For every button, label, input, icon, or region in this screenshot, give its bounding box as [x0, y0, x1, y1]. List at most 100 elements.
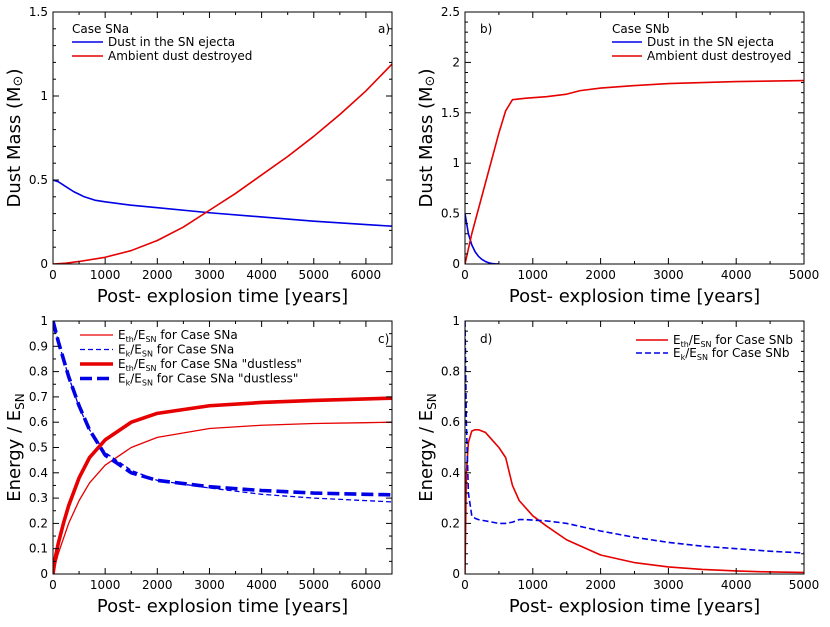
x-tick-label: 5000 [298, 578, 329, 592]
y-axis-title-main: Energy / E [416, 410, 437, 502]
y-tick-label: 1.5 [441, 106, 460, 120]
y-axis-title-main: Dust Mass (M [416, 86, 437, 207]
legend-entry-text: for Case SNa [153, 343, 234, 357]
plot-frame-a [52, 11, 393, 265]
legend-entry-text: E [118, 328, 126, 342]
x-tick-label: 4000 [721, 268, 752, 282]
panel-label: c) [378, 332, 389, 346]
legend-entry: Dust in the SN ejecta [108, 35, 235, 49]
legend-entry: Ambient dust destroyed [647, 49, 791, 63]
legend-entry-subscript: SN [145, 364, 156, 373]
legend-entry-subscript: SN [145, 335, 156, 344]
x-tick-label: 0 [49, 578, 57, 592]
y-axis-title-end: ) [416, 69, 437, 76]
series-line-c-4 [53, 321, 392, 497]
y-axis-title: Dust Mass (M⊙) [4, 69, 26, 208]
legend-entry-text: /E [134, 357, 146, 371]
legend-entry-text: E [118, 357, 126, 371]
legend-entry: Eth/ESN for Case SNa "dustless" [118, 357, 302, 373]
y-tick-label: 2 [452, 55, 460, 69]
y-tick-label: 0.6 [29, 415, 48, 429]
series-line-a-1 [53, 179, 392, 227]
y-tick-label: 0 [40, 257, 48, 271]
y-axis-title-symbol: ⊙ [11, 76, 26, 87]
x-tick-label: 2000 [142, 578, 173, 592]
legend-entry-subscript: SN [142, 350, 153, 359]
y-tick-label: 0.9 [29, 339, 48, 353]
legend-entry-subscript: k [126, 350, 131, 359]
x-tick-label: 5000 [789, 268, 820, 282]
y-tick-label: 1 [452, 314, 460, 328]
legend-entry-subscript: SN [697, 353, 708, 362]
panel-c: 0 1000 2000 3000 4000 5000 6000 0 0.1 0.2 0.3 0.4 0.… [4, 314, 393, 617]
series-line-c-1 [53, 421, 392, 574]
legend-entry-text: /E [130, 343, 142, 357]
x-tick-label: 3000 [194, 268, 225, 282]
y-tick-label: 0.4 [441, 466, 460, 480]
series-line-c-3 [53, 396, 392, 574]
x-tick-label: 1000 [518, 578, 549, 592]
x-tick-label: 0 [49, 268, 57, 282]
y-tick-label: 0.2 [29, 516, 48, 530]
y-axis-title: Dust Mass (M⊙) [416, 69, 438, 208]
legend-entry-text: for Case SNb [712, 333, 794, 347]
panel-label: a) [378, 22, 390, 36]
x-tick-label: 2000 [585, 268, 616, 282]
legend-entry-subscript: th [126, 364, 134, 373]
x-tick-label: 4000 [721, 578, 752, 592]
legend-entry-text: /E [689, 333, 701, 347]
y-tick-label: 1 [40, 314, 48, 328]
legend-entry: Ek/ESN for Case SNa [118, 343, 234, 359]
x-axis-title: Post- explosion time [years] [97, 596, 348, 617]
y-axis-title-main: Energy / E [4, 410, 25, 502]
series-line-d-2 [465, 321, 804, 554]
legend-entry-text: E [673, 346, 681, 360]
x-tick-label: 2000 [585, 578, 616, 592]
y-tick-label: 0.8 [441, 365, 460, 379]
x-tick-label: 5000 [789, 578, 820, 592]
x-tick-label: 6000 [351, 578, 382, 592]
y-tick-label: 0 [452, 567, 460, 581]
legend-entry: Ek/ESN for Case SNb [673, 346, 789, 362]
y-tick-label: 0 [40, 567, 48, 581]
y-tick-label: 0.7 [29, 390, 48, 404]
legend-entry-text: /E [130, 372, 142, 386]
y-axis-title: Energy / ESN [4, 393, 27, 502]
legend-entry: Eth/ESN for Case SNb [673, 333, 793, 349]
legend-entry-text: for Case SNa "dustless" [153, 372, 299, 386]
legend-entry: Eth/ESN for Case SNa [118, 328, 238, 344]
x-tick-label: 0 [461, 578, 469, 592]
legend-entry: Dust in the SN ejecta [647, 35, 774, 49]
x-axis-title: Post- explosion time [years] [97, 286, 348, 307]
x-tick-label: 3000 [194, 578, 225, 592]
x-tick-label: 3000 [653, 268, 684, 282]
legend-title: Case SNb [612, 22, 669, 36]
series-line-b-2 [465, 79, 804, 264]
x-axis-title: Post- explosion time [years] [509, 286, 760, 307]
x-tick-label: 4000 [246, 268, 277, 282]
x-tick-label: 5000 [298, 268, 329, 282]
panel-b: 0 1000 2000 3000 4000 5000 0 0.5 1 1.5 2 2.5 Post- e… [416, 5, 819, 307]
legend-entry: Ek/ESN for Case SNa "dustless" [118, 372, 298, 388]
y-tick-label: 0.5 [29, 173, 48, 187]
y-axis-title-symbol: ⊙ [423, 76, 438, 87]
y-axis-title-subscript: SN [13, 393, 27, 410]
y-tick-label: 0.6 [441, 415, 460, 429]
x-tick-label: 1000 [90, 268, 121, 282]
legend-entry-text: for Case SNb [708, 346, 790, 360]
legend-entry-text: for Case SNa "dustless" [157, 357, 303, 371]
legend-entry: Ambient dust destroyed [108, 49, 252, 63]
y-axis-title-subscript: SN [425, 393, 439, 410]
legend-entry-text: E [673, 333, 681, 347]
legend-entry-text: E [118, 343, 126, 357]
y-tick-label: 0.5 [29, 441, 48, 455]
y-tick-label: 0 [452, 257, 460, 271]
legend-entry-text: for Case SNa [157, 328, 238, 342]
legend-entry-text: /E [685, 346, 697, 360]
x-tick-label: 4000 [246, 578, 277, 592]
panel-label: b) [480, 22, 492, 36]
legend-entry-subscript: th [681, 340, 689, 349]
